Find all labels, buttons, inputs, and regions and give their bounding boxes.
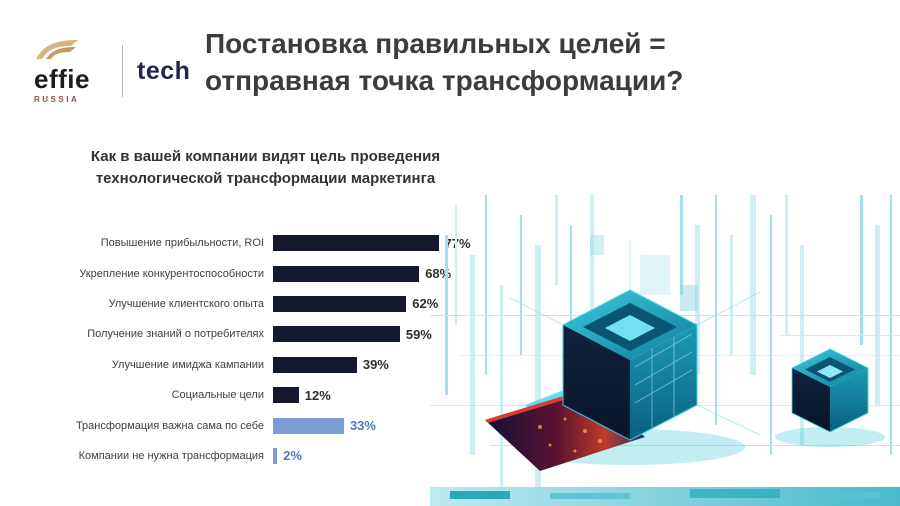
bar-label: Трансформация важна сама по себе [75, 419, 264, 432]
bar-value-label: 39% [362, 357, 389, 373]
chart-row: Улучшение имиджа кампании 39% [55, 350, 471, 380]
bar-value-label: 33% [349, 418, 376, 434]
bar-label: Укрепление конкурентоспособности [79, 267, 264, 280]
page-title-line1: Постановка правильных целей = [205, 28, 666, 59]
effie-logo-subtext: RUSSIA [34, 95, 80, 104]
page-title-line2: отправная точка трансформации? [205, 64, 684, 96]
bar-value-label: 62% [412, 296, 439, 312]
chart-row: Укрепление конкурентоспособности 68% [55, 258, 471, 288]
bar [273, 447, 278, 464]
bar-label: Улучшение имиджа кампании [111, 358, 264, 371]
bar-value-label: 59% [405, 326, 432, 342]
bar-value-label: 68% [425, 266, 452, 282]
goal-chart: Повышение прибыльности, ROI 77% Укрепление… [55, 228, 471, 471]
chart-row: Трансформация важна сама по себе 33% [55, 410, 471, 440]
effie-logo-text: effie [34, 64, 90, 94]
bar-label: Компании не нужна трансформация [78, 449, 264, 462]
effie-logo-icon [34, 38, 80, 65]
bar [273, 326, 400, 343]
chart-heading: Как в вашей компании видят цель проведен… [58, 146, 473, 190]
bar-value-label: 12% [304, 387, 331, 403]
chart-heading-line2: технологической трансформации маркетинга [95, 169, 436, 187]
page-title: Постановка правильных целей = отправная … [205, 26, 885, 100]
bar-value-label: 2% [283, 448, 303, 464]
chart-heading-line1: Как в вашей компании видят цель проведен… [90, 148, 441, 165]
bar [273, 235, 439, 252]
chart-row: Получение знаний о потребителях 59% [55, 319, 471, 349]
tech-logo-text: tech [137, 56, 191, 85]
bar-label: Повышение прибыльности, ROI [100, 237, 264, 250]
bar [273, 265, 420, 282]
bar [273, 356, 357, 373]
effie-logo: effie RUSSIA [34, 38, 108, 104]
chart-row: Повышение прибыльности, ROI 77% [55, 228, 471, 258]
chart-row: Социальные цели 12% [55, 380, 471, 410]
bar [273, 387, 299, 404]
bar-label: Получение знаний о потребителях [87, 328, 264, 341]
logo-divider [122, 45, 123, 97]
chart-row: Улучшение клиентского опыта 62% [55, 289, 471, 319]
bar-label: Улучшение клиентского опыта [108, 297, 264, 310]
bar [273, 295, 407, 312]
bar-value-label: 77% [444, 235, 471, 251]
logo-bar: effie RUSSIA tech [34, 38, 190, 104]
cubes-illustration [430, 195, 900, 506]
bar-label: Социальные цели [171, 389, 264, 402]
chart-row: Компании не нужна трансформация 2% [55, 441, 471, 471]
bar [273, 417, 344, 434]
decorative-3d-graphic [430, 195, 900, 506]
